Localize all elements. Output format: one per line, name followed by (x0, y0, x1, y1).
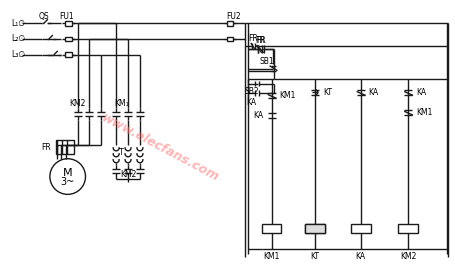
Text: KM₁: KM₁ (114, 99, 129, 108)
Text: KA: KA (246, 98, 256, 107)
Text: M: M (63, 168, 72, 178)
Bar (56, 140, 73, 154)
Bar (397, 224, 417, 233)
Text: FU1: FU1 (59, 12, 74, 21)
Text: KM2: KM2 (70, 99, 86, 108)
Text: KM1: KM1 (263, 252, 279, 261)
Text: FR: FR (248, 33, 257, 42)
Text: FR: FR (254, 37, 264, 45)
Text: FR: FR (41, 143, 51, 152)
Text: QS: QS (39, 12, 49, 21)
Bar (65, 21, 72, 26)
Text: FR: FR (255, 37, 265, 45)
Text: KA: KA (253, 111, 263, 120)
Text: SB2: SB2 (244, 87, 258, 96)
Text: KM1: KM1 (279, 91, 295, 100)
Bar (350, 224, 370, 233)
Bar (226, 21, 233, 26)
Text: KM2: KM2 (120, 170, 136, 179)
Text: KT: KT (322, 88, 331, 97)
Text: L₁∅: L₁∅ (11, 19, 25, 28)
Text: KM1: KM1 (415, 108, 431, 117)
Text: KA: KA (415, 88, 425, 97)
Text: L₂∅: L₂∅ (11, 34, 25, 44)
Bar (304, 224, 324, 233)
Text: KT: KT (310, 252, 319, 261)
Bar (65, 52, 72, 57)
Bar (226, 37, 233, 41)
Text: SB1: SB1 (259, 57, 273, 66)
Text: L₃∅: L₃∅ (11, 50, 25, 59)
Text: KA: KA (368, 88, 378, 97)
Text: 3~: 3~ (61, 178, 75, 187)
Text: T: T (119, 148, 123, 157)
Bar (261, 224, 281, 233)
Bar (304, 224, 324, 233)
Text: KA: KA (355, 252, 365, 261)
Bar (65, 37, 72, 41)
Text: KM2: KM2 (399, 252, 415, 261)
Text: www.elecfans.com: www.elecfans.com (100, 111, 221, 184)
Text: FU2: FU2 (226, 12, 241, 21)
